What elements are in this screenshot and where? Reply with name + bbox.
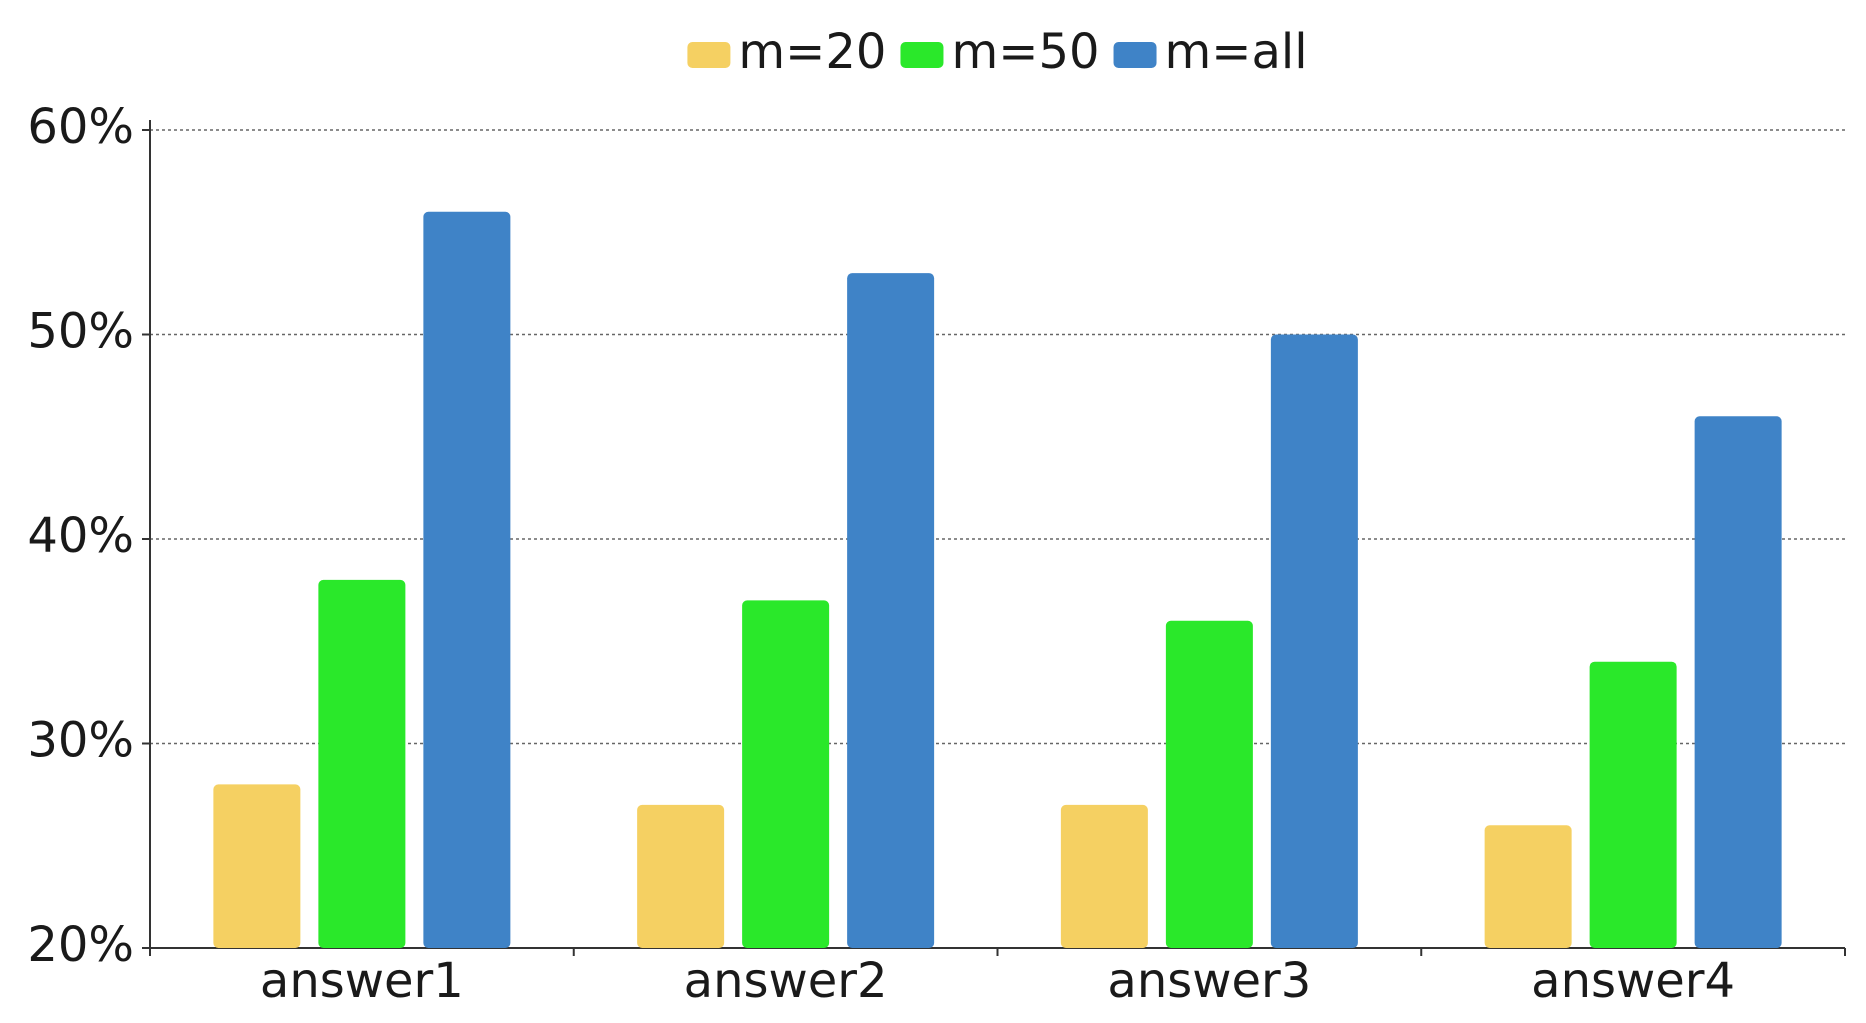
bar — [847, 273, 935, 948]
bar — [1165, 620, 1253, 948]
y-tick-label: 30% — [27, 713, 134, 769]
legend-label: m=50 — [951, 24, 1099, 80]
y-tick-label: 50% — [27, 304, 134, 360]
bar — [1060, 804, 1148, 948]
x-tick-label: answer2 — [684, 953, 888, 1009]
legend-swatch — [687, 42, 731, 68]
legend-swatch — [900, 42, 944, 68]
bar — [1484, 825, 1572, 948]
y-tick-label: 40% — [27, 508, 134, 564]
legend-swatch — [1113, 42, 1157, 68]
y-tick-label: 20% — [27, 917, 134, 973]
bar — [637, 804, 725, 948]
legend-label: m=all — [1165, 24, 1308, 80]
legend-label: m=20 — [738, 24, 886, 80]
x-tick-label: answer3 — [1107, 953, 1311, 1009]
x-tick-label: answer4 — [1531, 953, 1735, 1009]
x-tick-label: answer1 — [260, 953, 464, 1009]
bar — [1694, 416, 1782, 948]
bar — [213, 784, 301, 948]
bar — [742, 600, 830, 948]
bar — [423, 211, 511, 949]
bar — [1589, 661, 1677, 948]
bar — [1270, 334, 1358, 948]
y-tick-label: 60% — [27, 99, 134, 155]
bar — [318, 579, 406, 948]
